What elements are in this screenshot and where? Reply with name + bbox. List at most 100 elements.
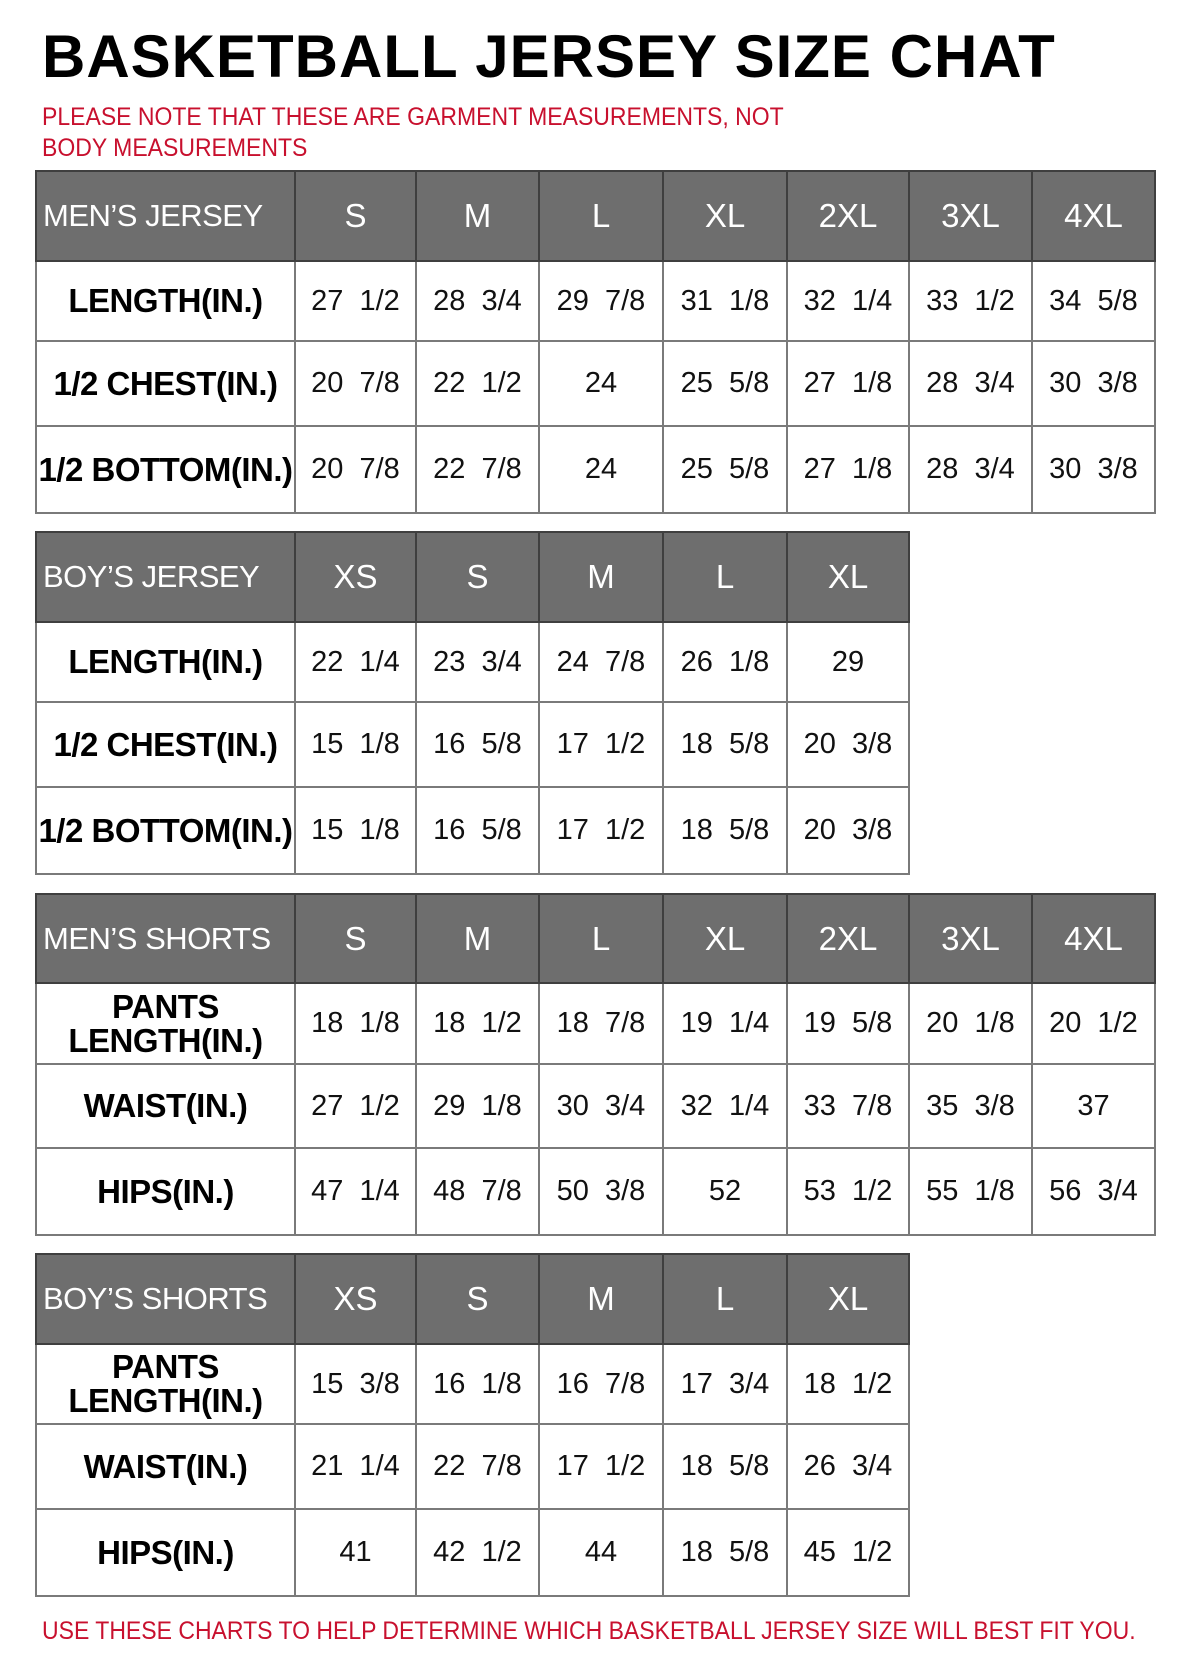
measurement-cell: 27 1/2 xyxy=(294,1063,417,1149)
row-label: WAIST(IN.) xyxy=(35,1063,296,1149)
row-label: HIPS(IN.) xyxy=(35,1508,296,1597)
measurement-cell: 18 5/8 xyxy=(662,1508,788,1597)
measurement-cell: 24 xyxy=(538,425,664,514)
measurement-cell: 17 1/2 xyxy=(538,1423,664,1510)
measurement-cell: 17 1/2 xyxy=(538,701,664,788)
measurement-cell: 25 5/8 xyxy=(662,340,788,427)
size-header: XL xyxy=(786,1253,910,1345)
size-header: S xyxy=(415,531,540,623)
size-header: M xyxy=(538,531,664,623)
measurement-cell: 16 5/8 xyxy=(415,701,540,788)
footer-note: USE THESE CHARTS TO HELP DETERMINE WHICH… xyxy=(42,1617,1136,1645)
size-header: L xyxy=(538,893,664,984)
table-row: 1/2 BOTTOM(IN.) 20 7/8 22 7/8 24 25 5/8 27 1/… xyxy=(35,425,1156,514)
measurement-cell: 22 7/8 xyxy=(415,425,540,514)
measurement-cell: 19 1/4 xyxy=(662,982,788,1065)
table-row: 1/2 CHEST(IN.) 20 7/8 22 1/2 24 25 5/8 27 1/8… xyxy=(35,340,1156,427)
header-row: BOY’S SHORTS XS S M L XL xyxy=(35,1253,910,1345)
size-header: XS xyxy=(294,531,417,623)
measurement-cell: 18 7/8 xyxy=(538,982,664,1065)
measurement-cell: 48 7/8 xyxy=(415,1147,540,1236)
mens-jersey-table: MEN’S JERSEY S M L XL 2XL 3XL 4XL LENGTH(IN.) 27 … xyxy=(35,170,1156,514)
table-row: LENGTH(IN.) 22 1/4 23 3/4 24 7/8 26 1/8 29 xyxy=(35,621,910,703)
row-label: PANTS LENGTH(IN.) xyxy=(35,1343,296,1425)
table-row: PANTS LENGTH(IN.) 15 3/8 16 1/8 16 7/8 17 3/… xyxy=(35,1343,910,1425)
measurement-cell: 44 xyxy=(538,1508,664,1597)
measurement-cell: 28 3/4 xyxy=(908,425,1033,514)
garment-note: PLEASE NOTE THAT THESE ARE GARMENT MEASU… xyxy=(42,103,784,162)
size-header: S xyxy=(415,1253,540,1345)
measurement-cell: 55 1/8 xyxy=(908,1147,1033,1236)
measurement-cell: 20 1/2 xyxy=(1031,982,1156,1065)
size-header: 3XL xyxy=(908,893,1033,984)
table-row: HIPS(IN.) 41 42 1/2 44 18 5/8 45 1/2 xyxy=(35,1508,910,1597)
row-label: 1/2 BOTTOM(IN.) xyxy=(35,425,296,514)
row-label: LENGTH(IN.) xyxy=(35,260,296,342)
measurement-cell: 50 3/8 xyxy=(538,1147,664,1236)
table-row: WAIST(IN.) 21 1/4 22 7/8 17 1/2 18 5/8 26 3/4 xyxy=(35,1423,910,1510)
size-header: 4XL xyxy=(1031,170,1156,262)
measurement-cell: 17 3/4 xyxy=(662,1343,788,1425)
measurement-cell: 33 1/2 xyxy=(908,260,1033,342)
measurement-cell: 18 5/8 xyxy=(662,701,788,788)
table-heading: BOY’S JERSEY xyxy=(35,531,296,623)
measurement-cell: 17 1/2 xyxy=(538,786,664,875)
boys-shorts-table: BOY’S SHORTS XS S M L XL PANTS LENGTH(IN.) 15 3… xyxy=(35,1253,910,1597)
measurement-cell: 21 1/4 xyxy=(294,1423,417,1510)
row-label: 1/2 CHEST(IN.) xyxy=(35,701,296,788)
measurement-cell: 18 1/2 xyxy=(415,982,540,1065)
measurement-cell: 15 1/8 xyxy=(294,786,417,875)
mens-shorts-table: MEN’S SHORTS S M L XL 2XL 3XL 4XL PANTS LENGTH(I… xyxy=(35,893,1156,1236)
table-row: PANTS LENGTH(IN.) 18 1/8 18 1/2 18 7/8 19 1/… xyxy=(35,982,1156,1065)
measurement-cell: 29 7/8 xyxy=(538,260,664,342)
measurement-cell: 42 1/2 xyxy=(415,1508,540,1597)
measurement-cell: 33 7/8 xyxy=(786,1063,910,1149)
size-header: M xyxy=(415,893,540,984)
measurement-cell: 29 1/8 xyxy=(415,1063,540,1149)
measurement-cell: 32 1/4 xyxy=(662,1063,788,1149)
size-header: M xyxy=(538,1253,664,1345)
measurement-cell: 20 7/8 xyxy=(294,340,417,427)
table-heading: BOY’S SHORTS xyxy=(35,1253,296,1345)
measurement-cell: 47 1/4 xyxy=(294,1147,417,1236)
header-row: MEN’S JERSEY S M L XL 2XL 3XL 4XL xyxy=(35,170,1156,262)
table-heading: MEN’S JERSEY xyxy=(35,170,296,262)
measurement-cell: 32 1/4 xyxy=(786,260,910,342)
measurement-cell: 31 1/8 xyxy=(662,260,788,342)
table-row: HIPS(IN.) 47 1/4 48 7/8 50 3/8 52 53 1/2 55 1/… xyxy=(35,1147,1156,1236)
table-heading: MEN’S SHORTS xyxy=(35,893,296,984)
size-header: S xyxy=(294,170,417,262)
measurement-cell: 28 3/4 xyxy=(908,340,1033,427)
measurement-cell: 16 7/8 xyxy=(538,1343,664,1425)
measurement-cell: 24 7/8 xyxy=(538,621,664,703)
measurement-cell: 22 7/8 xyxy=(415,1423,540,1510)
measurement-cell: 18 1/2 xyxy=(786,1343,910,1425)
row-label: LENGTH(IN.) xyxy=(35,621,296,703)
measurement-cell: 19 5/8 xyxy=(786,982,910,1065)
measurement-cell: 41 xyxy=(294,1508,417,1597)
size-header: XL xyxy=(786,531,910,623)
measurement-cell: 27 1/2 xyxy=(294,260,417,342)
size-header: 3XL xyxy=(908,170,1033,262)
measurement-cell: 18 1/8 xyxy=(294,982,417,1065)
measurement-cell: 20 7/8 xyxy=(294,425,417,514)
page-title: BASKETBALL JERSEY SIZE CHAT xyxy=(42,23,1056,90)
measurement-cell: 37 xyxy=(1031,1063,1156,1149)
measurement-cell: 45 1/2 xyxy=(786,1508,910,1597)
row-label: 1/2 BOTTOM(IN.) xyxy=(35,786,296,875)
size-header: L xyxy=(538,170,664,262)
measurement-cell: 20 1/8 xyxy=(908,982,1033,1065)
measurement-cell: 22 1/4 xyxy=(294,621,417,703)
measurement-cell: 29 xyxy=(786,621,910,703)
size-header: L xyxy=(662,531,788,623)
measurement-cell: 52 xyxy=(662,1147,788,1236)
header-row: MEN’S SHORTS S M L XL 2XL 3XL 4XL xyxy=(35,893,1156,984)
measurement-cell: 56 3/4 xyxy=(1031,1147,1156,1236)
measurement-cell: 27 1/8 xyxy=(786,425,910,514)
measurement-cell: 34 5/8 xyxy=(1031,260,1156,342)
measurement-cell: 27 1/8 xyxy=(786,340,910,427)
row-label: HIPS(IN.) xyxy=(35,1147,296,1236)
size-header: 4XL xyxy=(1031,893,1156,984)
measurement-cell: 22 1/2 xyxy=(415,340,540,427)
